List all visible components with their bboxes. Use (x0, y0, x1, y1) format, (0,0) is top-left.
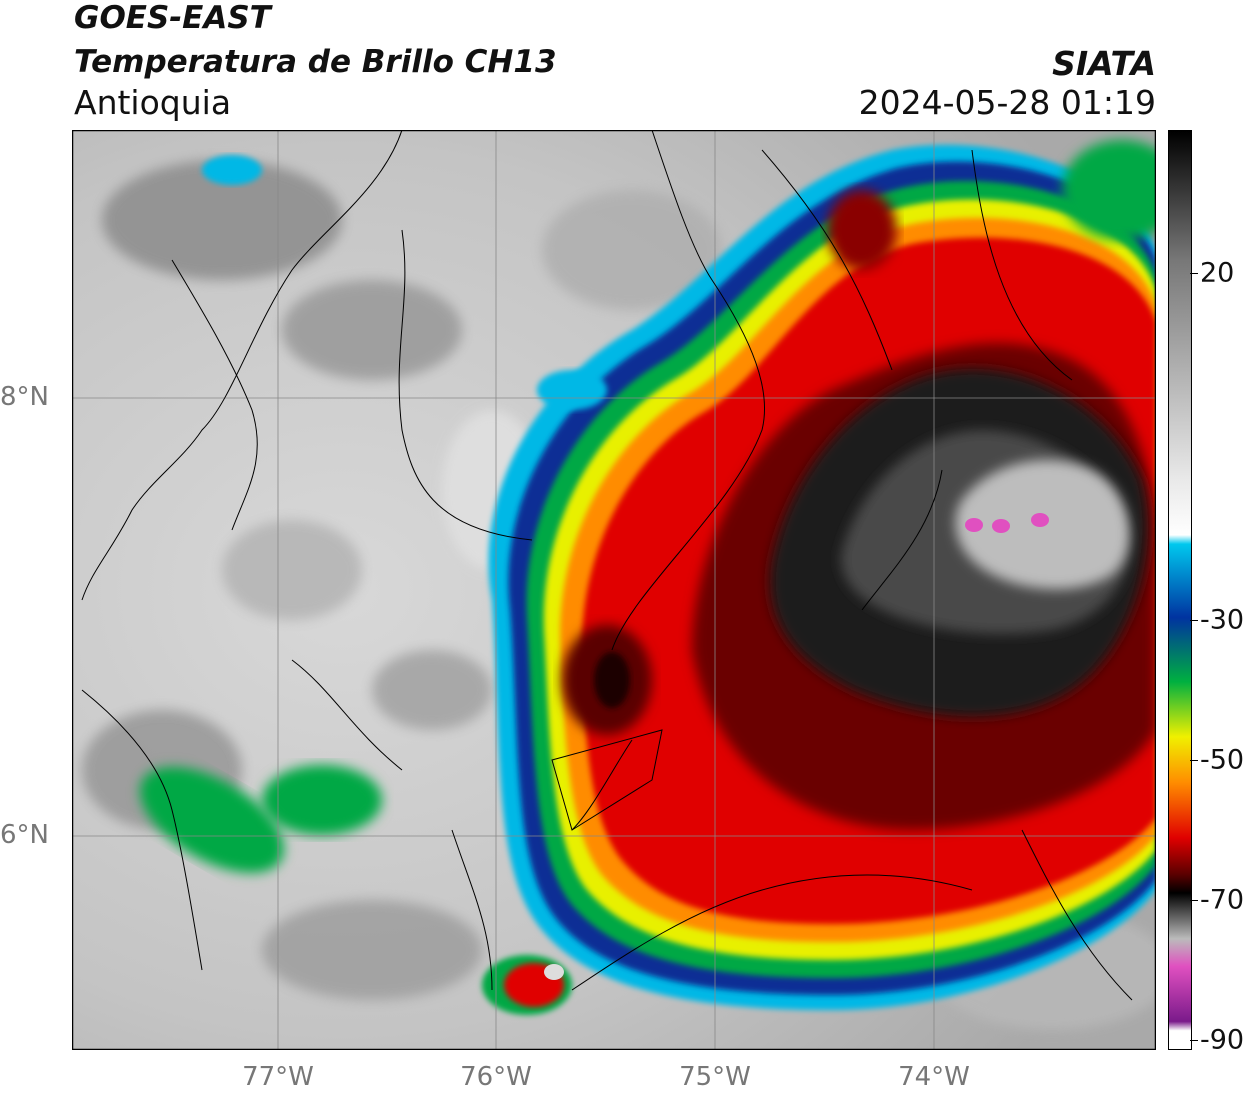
coldest-cell (965, 518, 983, 532)
graticule (72, 130, 1156, 1050)
colorbar-label-20: 20 (1200, 257, 1235, 289)
satellite-map[interactable] (72, 130, 1156, 1050)
colorbar-label-minus30: -30 (1200, 604, 1245, 636)
lon-label-74w: 74°W (898, 1062, 970, 1092)
brand-label: SIATA (1052, 44, 1156, 83)
region-label: Antioquia (74, 83, 232, 122)
timestamp-label: 2024-05-28 01:19 (858, 83, 1156, 122)
lon-label-76w: 76°W (460, 1062, 532, 1092)
lon-label-77w: 77°W (242, 1062, 314, 1092)
small-storm-cells (139, 140, 1156, 1015)
map-frame (72, 130, 1156, 1050)
colorbar-label-minus70: -70 (1200, 884, 1245, 916)
lat-label-8n: 8°N (0, 382, 49, 412)
lat-label-6n: 6°N (0, 820, 49, 850)
colorbar-label-minus90: -90 (1200, 1024, 1245, 1056)
convective-system (488, 144, 1156, 1010)
admin-borders (81, 130, 1133, 1001)
colorbar (1168, 130, 1192, 1050)
satellite-title: GOES-EAST (74, 0, 271, 36)
colorbar-label-minus50: -50 (1200, 744, 1245, 776)
product-title: Temperatura de Brillo CH13 (74, 44, 557, 80)
lon-label-75w: 75°W (679, 1062, 751, 1092)
